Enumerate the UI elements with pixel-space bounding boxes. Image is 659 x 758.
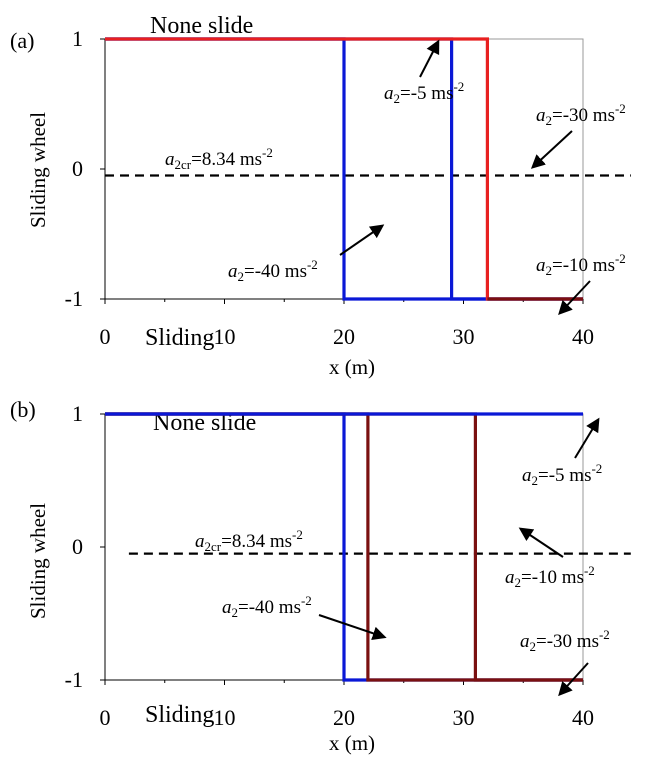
- annotation-superscript: -2: [599, 627, 610, 642]
- annotation-arrow: [339, 224, 385, 256]
- annotation-symbol: a: [165, 149, 175, 170]
- annotation-symbol: a: [536, 255, 546, 276]
- sliding-label: Sliding: [145, 325, 214, 351]
- annotation-a2-5: a2=-5 ms-2: [384, 79, 464, 106]
- annotation-superscript: -2: [301, 593, 312, 608]
- annotation-a2-40: a2=-40 ms-2: [228, 257, 318, 284]
- annotation-subscript: 2: [515, 575, 522, 590]
- annotation-arrow: [518, 527, 564, 558]
- x-axis-label: x (m): [329, 731, 375, 755]
- annotation-symbol: a: [505, 567, 515, 588]
- annotation-subscript: 2: [232, 605, 239, 620]
- annotation-superscript: -2: [615, 101, 626, 116]
- annotation-a2-30: a2=-30 ms-2: [520, 627, 610, 654]
- annotation-symbol: a: [195, 531, 205, 552]
- annotation-superscript: -2: [453, 79, 464, 94]
- annotation-a2-5: a2=-5 ms-2: [522, 461, 602, 488]
- annotation-text: =-40 ms: [238, 597, 301, 618]
- annotation-subscript: 2: [546, 263, 553, 278]
- annotation-symbol: a: [222, 597, 232, 618]
- annotation-symbol: a: [520, 631, 530, 652]
- annotation-superscript: -2: [292, 527, 303, 542]
- annotation-arrow: [574, 417, 600, 459]
- annotation-text: =-5 ms: [538, 465, 591, 486]
- annotation-a2-10: a2=-10 ms-2: [536, 251, 626, 278]
- annotation-symbol: a: [384, 83, 394, 104]
- annotation-text: =-30 ms: [536, 631, 599, 652]
- annotation-arrow: [318, 614, 387, 641]
- x-tick-label: 0: [100, 324, 111, 349]
- annotation-a2-40: a2=-40 ms-2: [222, 593, 312, 620]
- annotation-a2-30: a2=-30 ms-2: [536, 101, 626, 128]
- x-tick-label: 20: [333, 705, 355, 730]
- annotation-arrow: [530, 130, 573, 169]
- annotation-symbol: a: [228, 261, 238, 282]
- x-axis-label: x (m): [329, 355, 375, 379]
- y-tick-label: -1: [65, 286, 83, 311]
- annotation-text: =-10 ms: [552, 255, 615, 276]
- annotation-subscript: 2: [532, 473, 539, 488]
- annotation-superscript: -2: [307, 257, 318, 272]
- annotation-arrow: [558, 280, 591, 316]
- annotation-text: =8.34 ms: [221, 531, 292, 552]
- annotation-arrow: [558, 662, 589, 697]
- annotation-a2cr: a2cr=8.34 ms-2: [165, 145, 273, 172]
- annotation-text: =-30 ms: [552, 105, 615, 126]
- y-tick-label: 1: [72, 401, 83, 426]
- annotation-text: =8.34 ms: [191, 149, 262, 170]
- y-tick-label: 1: [72, 26, 83, 51]
- annotation-subscript: 2: [238, 269, 245, 284]
- panel-label: (a): [10, 28, 34, 53]
- x-tick-label: 40: [572, 324, 594, 349]
- y-tick-label: -1: [65, 667, 83, 692]
- annotation-a2-10: a2=-10 ms-2: [505, 563, 595, 590]
- x-tick-label: 30: [453, 324, 475, 349]
- annotation-subscript: 2: [530, 639, 537, 654]
- x-tick-label: 20: [333, 324, 355, 349]
- annotation-superscript: -2: [262, 145, 273, 160]
- x-tick-label: 10: [214, 324, 236, 349]
- annotation-text: =-10 ms: [521, 567, 584, 588]
- sliding-label: Sliding: [145, 702, 214, 728]
- x-tick-label: 30: [453, 705, 475, 730]
- annotation-subscript: 2cr: [175, 157, 192, 172]
- y-axis-label: Sliding wheel: [26, 503, 50, 619]
- annotation-subscript: 2: [546, 113, 553, 128]
- annotation-text: =-40 ms: [244, 261, 307, 282]
- y-axis-label: Sliding wheel: [26, 112, 50, 228]
- annotation-symbol: a: [522, 465, 532, 486]
- y-tick-label: 0: [72, 156, 83, 181]
- x-tick-label: 40: [572, 705, 594, 730]
- annotation-superscript: -2: [615, 251, 626, 266]
- annotation-text: =-5 ms: [400, 83, 453, 104]
- annotation-superscript: -2: [584, 563, 595, 578]
- x-tick-label: 0: [100, 705, 111, 730]
- annotation-subscript: 2: [394, 91, 401, 106]
- panel-label: (b): [10, 397, 36, 422]
- x-tick-label: 10: [214, 705, 236, 730]
- series-line: [105, 412, 583, 682]
- annotation-superscript: -2: [591, 461, 602, 476]
- none-slide-label: None slide: [150, 13, 253, 39]
- annotation-arrow: [419, 39, 440, 78]
- annotation-symbol: a: [536, 105, 546, 126]
- annotation-subscript: 2cr: [205, 539, 222, 554]
- y-tick-label: 0: [72, 534, 83, 559]
- annotation-a2cr: a2cr=8.34 ms-2: [195, 527, 303, 554]
